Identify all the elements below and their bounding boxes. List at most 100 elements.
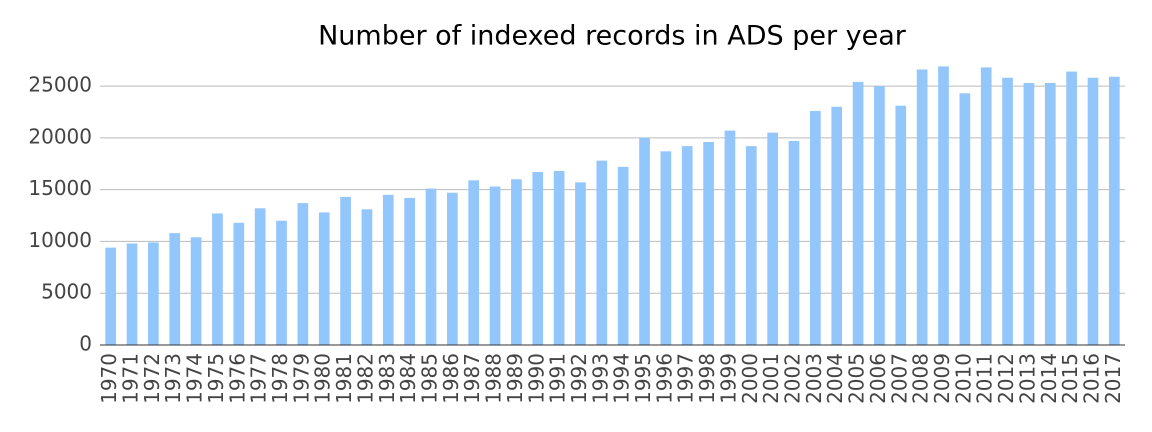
x-tick-label: 2003 [802,353,826,404]
bar [1108,76,1120,345]
x-tick-label: 2002 [781,353,805,404]
x-tick-label: 1978 [268,353,292,404]
x-tick-label: 1974 [183,353,207,404]
x-tick-label: 2014 [1037,353,1061,404]
x-tick-label: 1983 [375,353,399,404]
bar [404,197,415,345]
bar [489,186,501,345]
x-tick-label: 1980 [311,353,335,404]
bar [340,196,351,345]
x-tick-label: 1992 [567,353,591,404]
x-tick-label: 2015 [1058,353,1082,404]
bar [660,151,672,345]
bar [916,69,928,345]
x-tick-label: 1981 [332,353,356,404]
x-tick-label: 1973 [161,353,185,404]
x-tick-label: 1990 [524,353,548,404]
bar [190,237,202,345]
bar [318,212,330,345]
x-tick-label: 2016 [1079,353,1103,404]
x-tick-label: 1989 [503,353,527,404]
x-tick-label: 1995 [631,353,655,404]
bar [980,67,992,345]
bar [596,160,608,345]
bar [810,110,821,345]
bar [468,180,480,345]
x-tick-label: 1986 [439,353,463,404]
x-tick-label: 1997 [674,353,698,404]
bar [938,66,949,346]
y-tick-label: 10000 [28,228,92,252]
x-tick-label: 2012 [994,353,1018,404]
bar [617,166,629,345]
bar [297,203,309,345]
x-tick-label: 2009 [930,353,954,404]
x-tick-label: 1999 [716,353,740,404]
bar [553,171,565,345]
bar [874,86,885,346]
x-tick-label: 1987 [460,353,484,404]
x-tick-label: 2008 [909,353,933,404]
bar [532,172,544,345]
x-tick-label: 1991 [546,353,570,404]
bar [105,247,117,345]
bar [276,220,287,345]
x-tick-label: 1993 [588,353,612,404]
x-tick-label: 1988 [482,353,506,404]
bar [126,243,138,345]
x-tick-label: 1996 [652,353,676,404]
bar [382,194,394,345]
x-tick-label: 1982 [353,353,377,404]
bar [233,222,245,345]
chart-title: Number of indexed records in ADS per yea… [318,21,907,52]
x-tick-label: 1972 [140,353,164,404]
x-tick-label: 2004 [823,353,847,404]
y-tick-label: 20000 [28,124,92,148]
x-tick-label: 1971 [119,353,143,404]
bar [724,130,736,345]
x-tick-label: 1994 [610,353,634,404]
y-tick-label: 0 [79,332,92,356]
bar [1087,77,1099,346]
bar [895,105,907,345]
bar [831,106,843,346]
bar [148,242,159,345]
bar [169,233,181,345]
x-tick-label: 2007 [887,353,911,404]
x-tick-label: 2011 [973,353,997,404]
x-tick-label: 2001 [759,353,783,404]
bar [1002,77,1013,346]
bar [511,179,522,345]
bar [959,93,971,345]
x-tick-label: 2017 [1101,353,1125,404]
bar [1044,82,1056,345]
x-tick-label: 1979 [289,353,313,404]
bar [639,137,650,345]
x-tick-label: 1985 [417,353,441,404]
x-tick-label: 1975 [204,353,228,404]
x-tick-label: 1970 [97,353,121,404]
y-tick-label: 15000 [28,176,92,200]
x-tick-label: 2005 [845,353,869,404]
bar [852,81,864,345]
x-tick-label: 1984 [396,353,420,404]
bar [575,182,586,345]
x-tick-label: 1998 [695,353,719,404]
x-tick-label: 2006 [866,353,890,404]
x-tick-label: 2010 [951,353,975,404]
bar [1066,71,1077,346]
bar [745,146,757,345]
bar [425,188,437,345]
bar [767,132,778,345]
x-tick-label: 2013 [1015,353,1039,404]
bar [447,192,458,345]
bar [254,208,266,345]
bar [212,213,223,345]
y-tick-label: 5000 [41,280,92,304]
x-tick-label: 1976 [225,353,249,404]
bar [788,140,800,345]
x-tick-label: 1977 [247,353,271,404]
y-tick-label: 25000 [28,73,92,97]
bar [361,209,373,345]
